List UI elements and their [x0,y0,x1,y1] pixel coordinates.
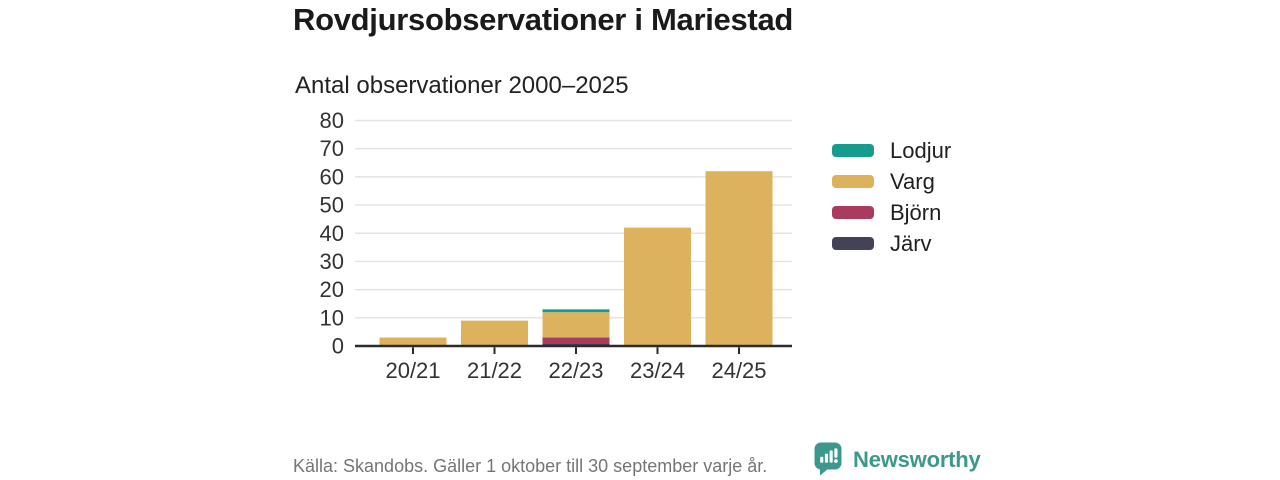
source-note: Källa: Skandobs. Gäller 1 oktober till 3… [293,456,768,476]
legend-item: Björn [832,199,951,225]
legend-swatch-icon [832,144,874,157]
bar-segment [542,337,610,344]
chart-subtitle: Antal observationer 2000–2025 [295,72,629,99]
legend-swatch-icon [832,237,874,250]
bar-segment [542,309,610,313]
y-tick-label: 40 [320,221,344,246]
bar-segment [379,337,447,346]
bar-segment [542,312,610,338]
legend-label: Björn [890,199,942,225]
x-tick-label: 20/21 [385,358,440,383]
x-tick-label: 24/25 [711,358,766,383]
y-tick-label: 50 [320,193,344,218]
legend-label: Järv [890,230,932,256]
y-tick-label: 70 [320,136,344,161]
bar-chart-speech-bubble-icon [814,442,842,476]
y-tick-label: 60 [320,164,344,189]
y-tick-label: 20 [320,277,344,302]
legend-item: Varg [832,168,951,194]
y-tick-label: 10 [320,305,344,330]
y-tick-label: 0 [332,334,344,359]
y-tick-label: 80 [320,108,344,133]
legend-label: Varg [890,168,935,194]
legend: Lodjur Varg Björn Järv [832,137,952,263]
legend-swatch-icon [832,175,874,188]
y-tick-label: 30 [320,249,344,274]
legend-label: Lodjur [890,137,952,163]
bar-segment [461,320,528,346]
newsworthy-wordmark: Newsworthy [853,447,981,472]
legend-swatch-icon [832,206,874,219]
legend-item: Lodjur [832,137,952,163]
bar-segment [705,171,773,346]
x-tick-label: 21/22 [467,358,522,383]
x-tick-label: 23/24 [630,358,685,383]
newsworthy-logo: Newsworthy [814,442,981,476]
legend-item: Järv [832,230,951,256]
x-tick-label: 22/23 [548,358,603,383]
bar-segment [542,343,610,346]
bar-segment [624,227,691,346]
chart-title: Rovdjursobservationer i Mariestad [293,2,794,37]
